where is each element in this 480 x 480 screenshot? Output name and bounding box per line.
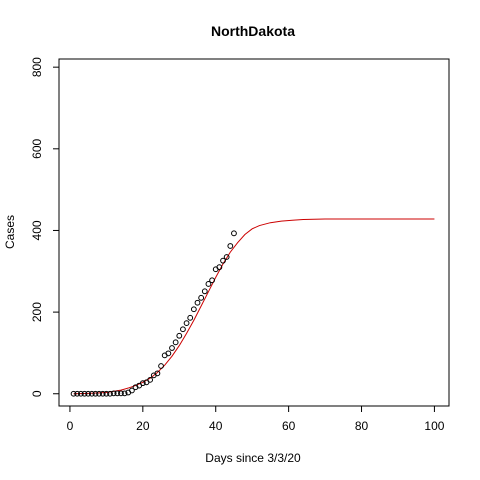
data-point: [118, 390, 124, 397]
y-tick-label: 200: [30, 302, 44, 322]
data-point: [205, 281, 212, 287]
data-point: [88, 390, 95, 397]
data-point: [227, 243, 234, 249]
data-point: [169, 345, 175, 351]
fit-curve-layer: [73, 218, 435, 395]
data-point: [216, 264, 223, 271]
data-point: [201, 288, 208, 295]
data-point: [223, 254, 230, 260]
data-point: [81, 390, 88, 397]
data-point: [194, 299, 201, 306]
data-point: [176, 332, 183, 339]
data-point: [172, 339, 179, 346]
data-point: [187, 314, 194, 321]
data-point: [165, 350, 172, 357]
x-axis: 0 20 40 60 80 100: [67, 406, 445, 433]
x-tick-label: 0: [67, 419, 74, 433]
data-point: [85, 390, 92, 397]
y-axis: 0 200 400 600 800: [30, 57, 59, 397]
x-tick-label: 20: [136, 419, 150, 433]
data-point: [220, 257, 226, 264]
data-point: [158, 363, 164, 369]
data-point: [190, 306, 197, 313]
data-point: [110, 390, 117, 397]
x-tick-label: 80: [355, 419, 369, 433]
data-point: [180, 326, 186, 333]
data-point: [114, 390, 121, 397]
x-axis-label: Days since 3/3/20: [205, 451, 301, 465]
y-axis-label: Cases: [3, 215, 17, 249]
data-points-layer: [70, 230, 237, 397]
x-tick-label: 60: [282, 419, 296, 433]
data-point: [77, 390, 84, 397]
data-point: [154, 370, 161, 377]
data-point: [147, 376, 154, 383]
y-tick-label: 800: [30, 57, 44, 77]
data-point: [198, 294, 205, 301]
data-point: [74, 390, 81, 397]
data-point: [96, 390, 102, 397]
data-point: [183, 320, 190, 327]
data-point: [121, 390, 128, 397]
fit-curve: [73, 218, 435, 395]
data-point: [107, 390, 113, 397]
plot-frame: [58, 58, 450, 407]
data-point: [129, 387, 135, 394]
data-point: [92, 390, 99, 397]
x-tick-label: 100: [424, 419, 444, 433]
data-point: [209, 277, 215, 284]
y-tick-label: 400: [30, 220, 44, 240]
y-tick-label: 600: [30, 138, 44, 158]
data-point: [103, 390, 110, 397]
data-point: [231, 230, 237, 237]
x-tick-label: 40: [209, 419, 223, 433]
data-point: [99, 390, 106, 397]
chart-title: NorthDakota: [211, 23, 295, 39]
y-tick-label: 0: [30, 390, 44, 397]
data-point: [139, 380, 146, 387]
data-point: [70, 390, 77, 397]
